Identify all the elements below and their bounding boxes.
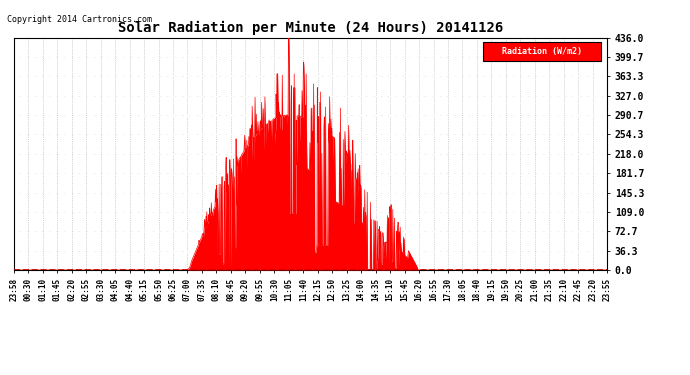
Text: Copyright 2014 Cartronics.com: Copyright 2014 Cartronics.com	[7, 15, 152, 24]
Text: Radiation (W/m2): Radiation (W/m2)	[502, 47, 582, 56]
FancyBboxPatch shape	[482, 42, 601, 61]
Title: Solar Radiation per Minute (24 Hours) 20141126: Solar Radiation per Minute (24 Hours) 20…	[118, 21, 503, 35]
